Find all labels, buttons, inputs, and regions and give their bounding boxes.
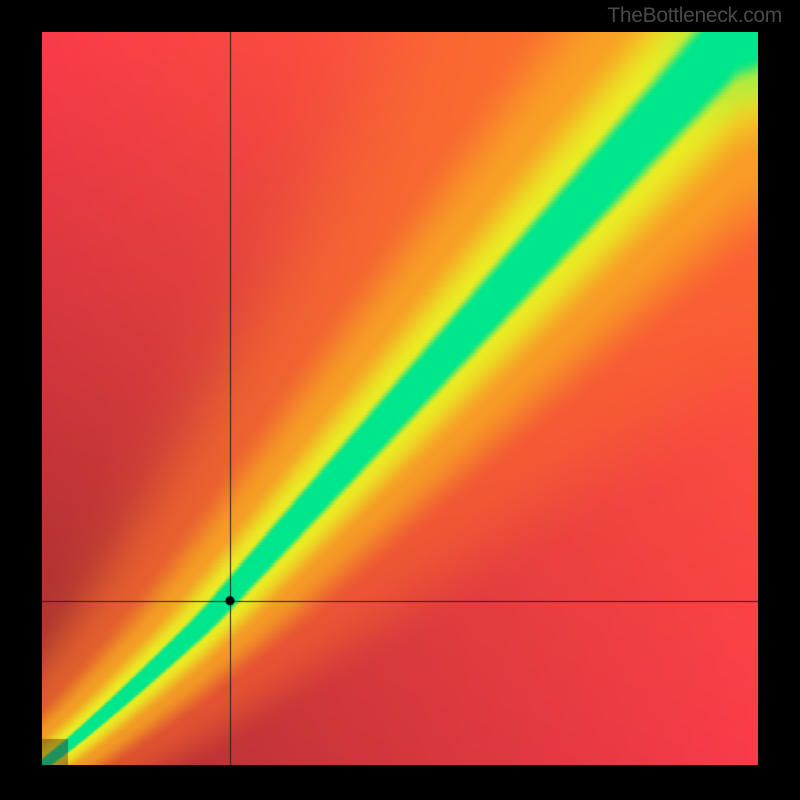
heatmap-plot xyxy=(42,32,758,765)
watermark-text: TheBottleneck.com xyxy=(607,4,782,28)
heatmap-canvas xyxy=(42,32,758,765)
